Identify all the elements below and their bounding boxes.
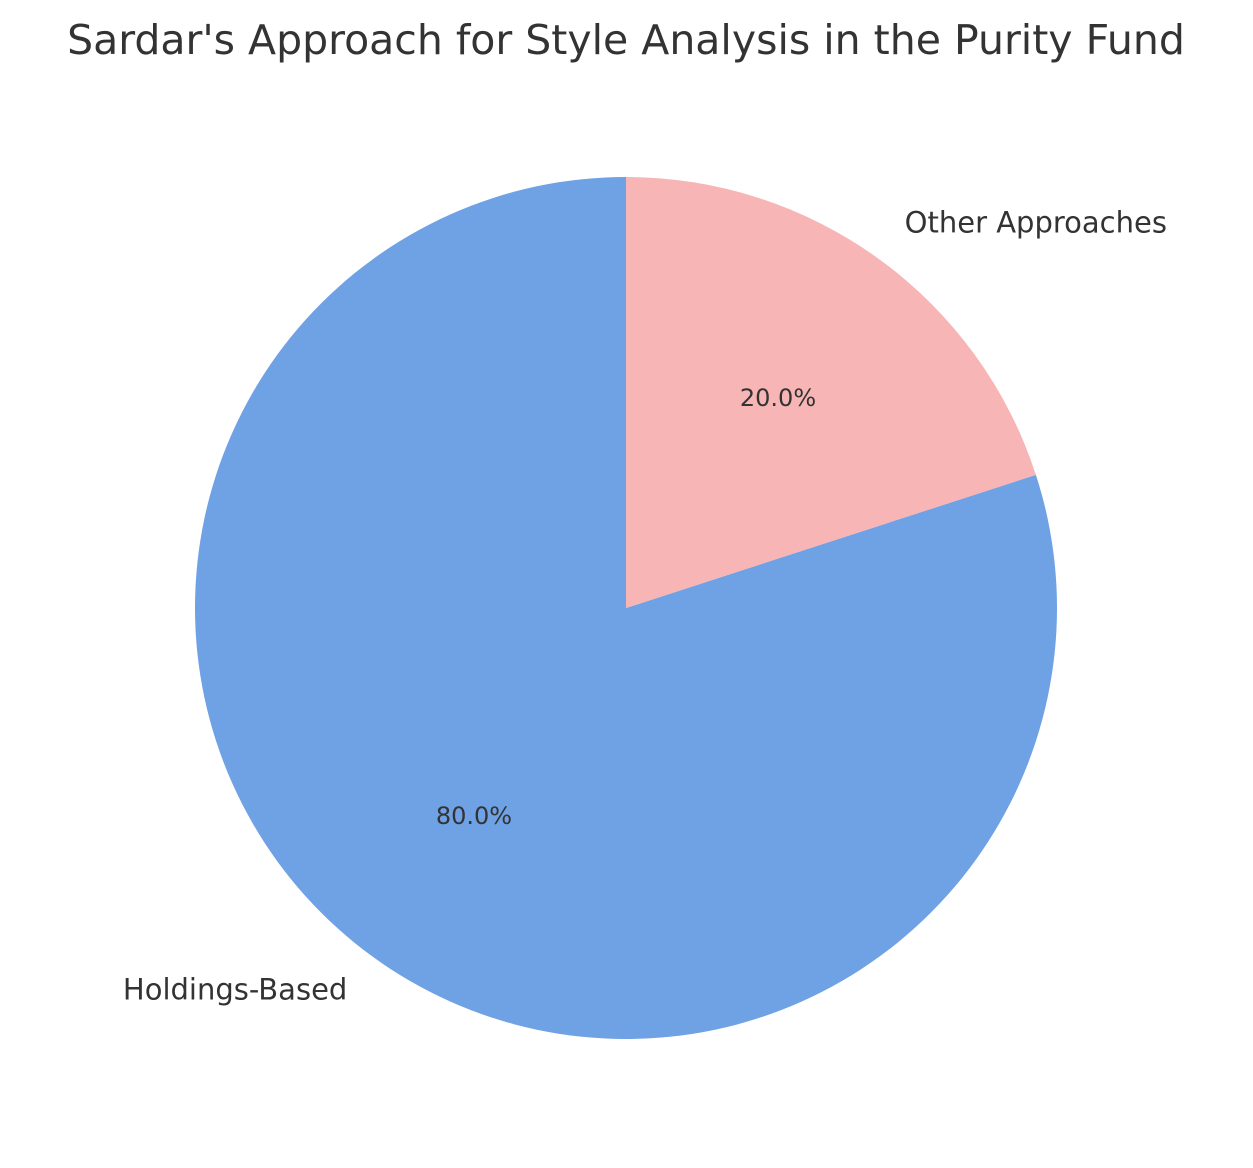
pie-slices — [195, 177, 1058, 1039]
pie-slice-other-approaches — [626, 177, 1036, 608]
pie-slice-holdings-based — [195, 177, 1058, 1039]
slice-label: Other Approaches — [905, 205, 1167, 239]
chart-title: Sardar's Approach for Style Analysis in … — [67, 16, 1185, 64]
pie-labels: Holdings-Based 80.0% Other Approaches 20.0% — [123, 205, 1167, 1006]
slice-label: Holdings-Based — [123, 973, 347, 1007]
slice-percent-label: 20.0% — [740, 384, 816, 412]
slice-percent-label: 80.0% — [436, 802, 512, 830]
